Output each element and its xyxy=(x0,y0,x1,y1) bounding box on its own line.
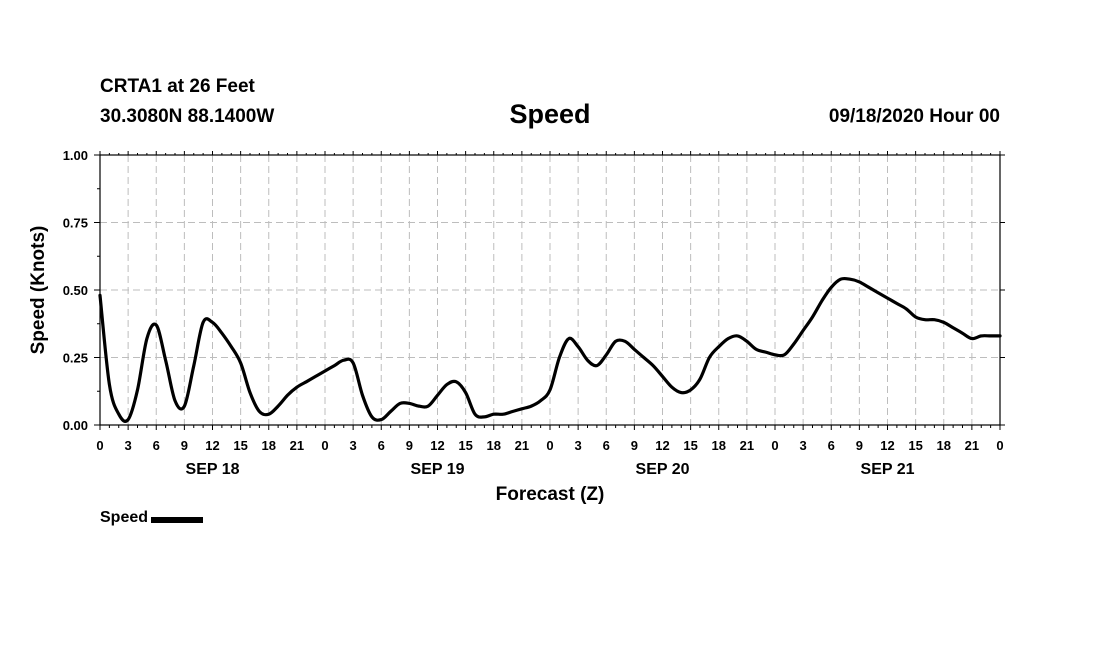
x-tick-label: 15 xyxy=(233,438,247,453)
x-tick-label: 15 xyxy=(908,438,922,453)
day-label: SEP 19 xyxy=(411,461,465,478)
y-tick-label: 0.25 xyxy=(63,351,88,366)
x-tick-label: 0 xyxy=(771,438,778,453)
x-tick-label: 6 xyxy=(828,438,835,453)
x-tick-label: 18 xyxy=(937,438,951,453)
grid xyxy=(100,155,1000,425)
x-tick-label: 21 xyxy=(965,438,979,453)
x-tick-label: 9 xyxy=(631,438,638,453)
y-tick-label: 1.00 xyxy=(63,148,88,163)
axis-labels: 0.00 0.25 0.50 0.75 1.00 0 3 6 9 12 15 18 21 0 3 6 9 12 15… xyxy=(63,148,1004,478)
x-tick-label: 18 xyxy=(262,438,276,453)
x-tick-label: 18 xyxy=(487,438,501,453)
coordinates-label: 30.3080N 88.1400W xyxy=(100,106,275,127)
x-tick-label: 0 xyxy=(996,438,1003,453)
y-tick-label: 0.75 xyxy=(63,216,88,231)
series-layer xyxy=(98,276,1002,423)
x-tick-label: 12 xyxy=(430,438,444,453)
x-tick-label: 3 xyxy=(125,438,132,453)
x-axis-title: Forecast (Z) xyxy=(496,484,605,505)
x-tick-label: 21 xyxy=(290,438,304,453)
x-tick-label: 3 xyxy=(575,438,582,453)
x-tick-label: 6 xyxy=(603,438,610,453)
x-tick-label: 9 xyxy=(181,438,188,453)
x-tick-label: 9 xyxy=(856,438,863,453)
axis-ticks xyxy=(94,151,1005,430)
x-tick-label: 6 xyxy=(153,438,160,453)
x-tick-label: 15 xyxy=(683,438,697,453)
legend-swatch xyxy=(151,516,204,523)
day-label: SEP 18 xyxy=(186,461,240,478)
x-tick-label: 21 xyxy=(515,438,529,453)
x-tick-label: 15 xyxy=(458,438,472,453)
x-tick-label: 6 xyxy=(378,438,385,453)
x-tick-label: 12 xyxy=(880,438,894,453)
x-tick-label: 9 xyxy=(406,438,413,453)
station-label: CRTA1 at 26 Feet xyxy=(100,76,255,97)
y-tick-label: 0.50 xyxy=(63,283,88,298)
x-tick-label: 12 xyxy=(655,438,669,453)
x-tick-label: 12 xyxy=(205,438,219,453)
y-tick-label: 0.00 xyxy=(63,418,88,433)
legend-label: Speed xyxy=(100,509,149,526)
y-axis-title: Speed (Knots) xyxy=(28,226,49,355)
forecast-timestamp: 09/18/2020 Hour 00 xyxy=(828,106,1000,127)
x-tick-label: 0 xyxy=(96,438,103,453)
legend: Speed xyxy=(100,509,204,527)
x-tick-label: 3 xyxy=(800,438,807,453)
day-label: SEP 21 xyxy=(861,461,915,478)
x-tick-label: 18 xyxy=(712,438,726,453)
chart-title: Speed xyxy=(509,99,591,129)
speed-series-line xyxy=(98,276,1002,423)
day-label: SEP 20 xyxy=(636,461,690,478)
x-tick-label: 3 xyxy=(350,438,357,453)
x-tick-label: 21 xyxy=(740,438,754,453)
x-tick-label: 0 xyxy=(546,438,553,453)
x-tick-label: 0 xyxy=(321,438,328,453)
